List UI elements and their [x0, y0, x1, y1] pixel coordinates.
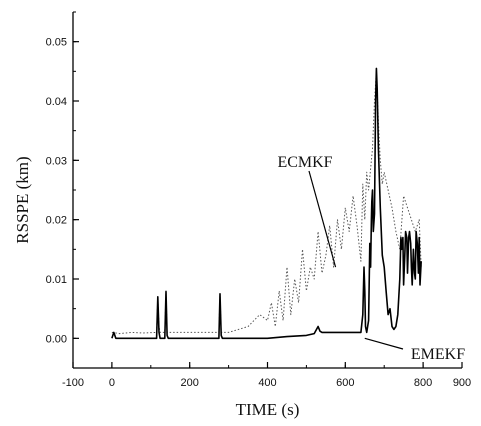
x-tick-label: 0: [109, 377, 115, 389]
x-tick-label: 600: [336, 377, 354, 389]
x-tick-label: 800: [414, 377, 432, 389]
label-layer: 0.00 0.01 0.02 0.03 0.04 0.05 -100 0 200 400 600 80…: [13, 37, 471, 419]
axes: [72, 11, 463, 369]
annotation-leader-ecmkf: [308, 170, 337, 268]
annotation-leader-emekf: [364, 337, 404, 350]
series-line-ecmkf: [111, 70, 422, 335]
annotation-label-ecmkf: ECMKF: [277, 154, 332, 171]
x-axis-title: TIME (s): [236, 400, 300, 419]
y-axis-title: RSSPE (km): [13, 156, 32, 243]
y-tick-label: 0.04: [46, 96, 67, 108]
x-tick-label: 200: [181, 377, 199, 389]
x-tick-label: 400: [258, 377, 276, 389]
y-tick-label: 0.01: [46, 274, 67, 286]
series-line-emekf: [111, 67, 422, 340]
series-layer: [111, 67, 422, 340]
y-tick-label: 0.02: [46, 215, 67, 227]
y-tick-label: 0.05: [46, 37, 67, 49]
y-tick-label: 0.03: [46, 155, 67, 167]
x-tick-label: -100: [62, 377, 84, 389]
y-tick-label: 0.00: [46, 333, 67, 345]
annotation-label-emekf: EMEKF: [411, 346, 465, 363]
x-tick-label: 900: [453, 377, 471, 389]
annotation-layer: [308, 170, 404, 350]
